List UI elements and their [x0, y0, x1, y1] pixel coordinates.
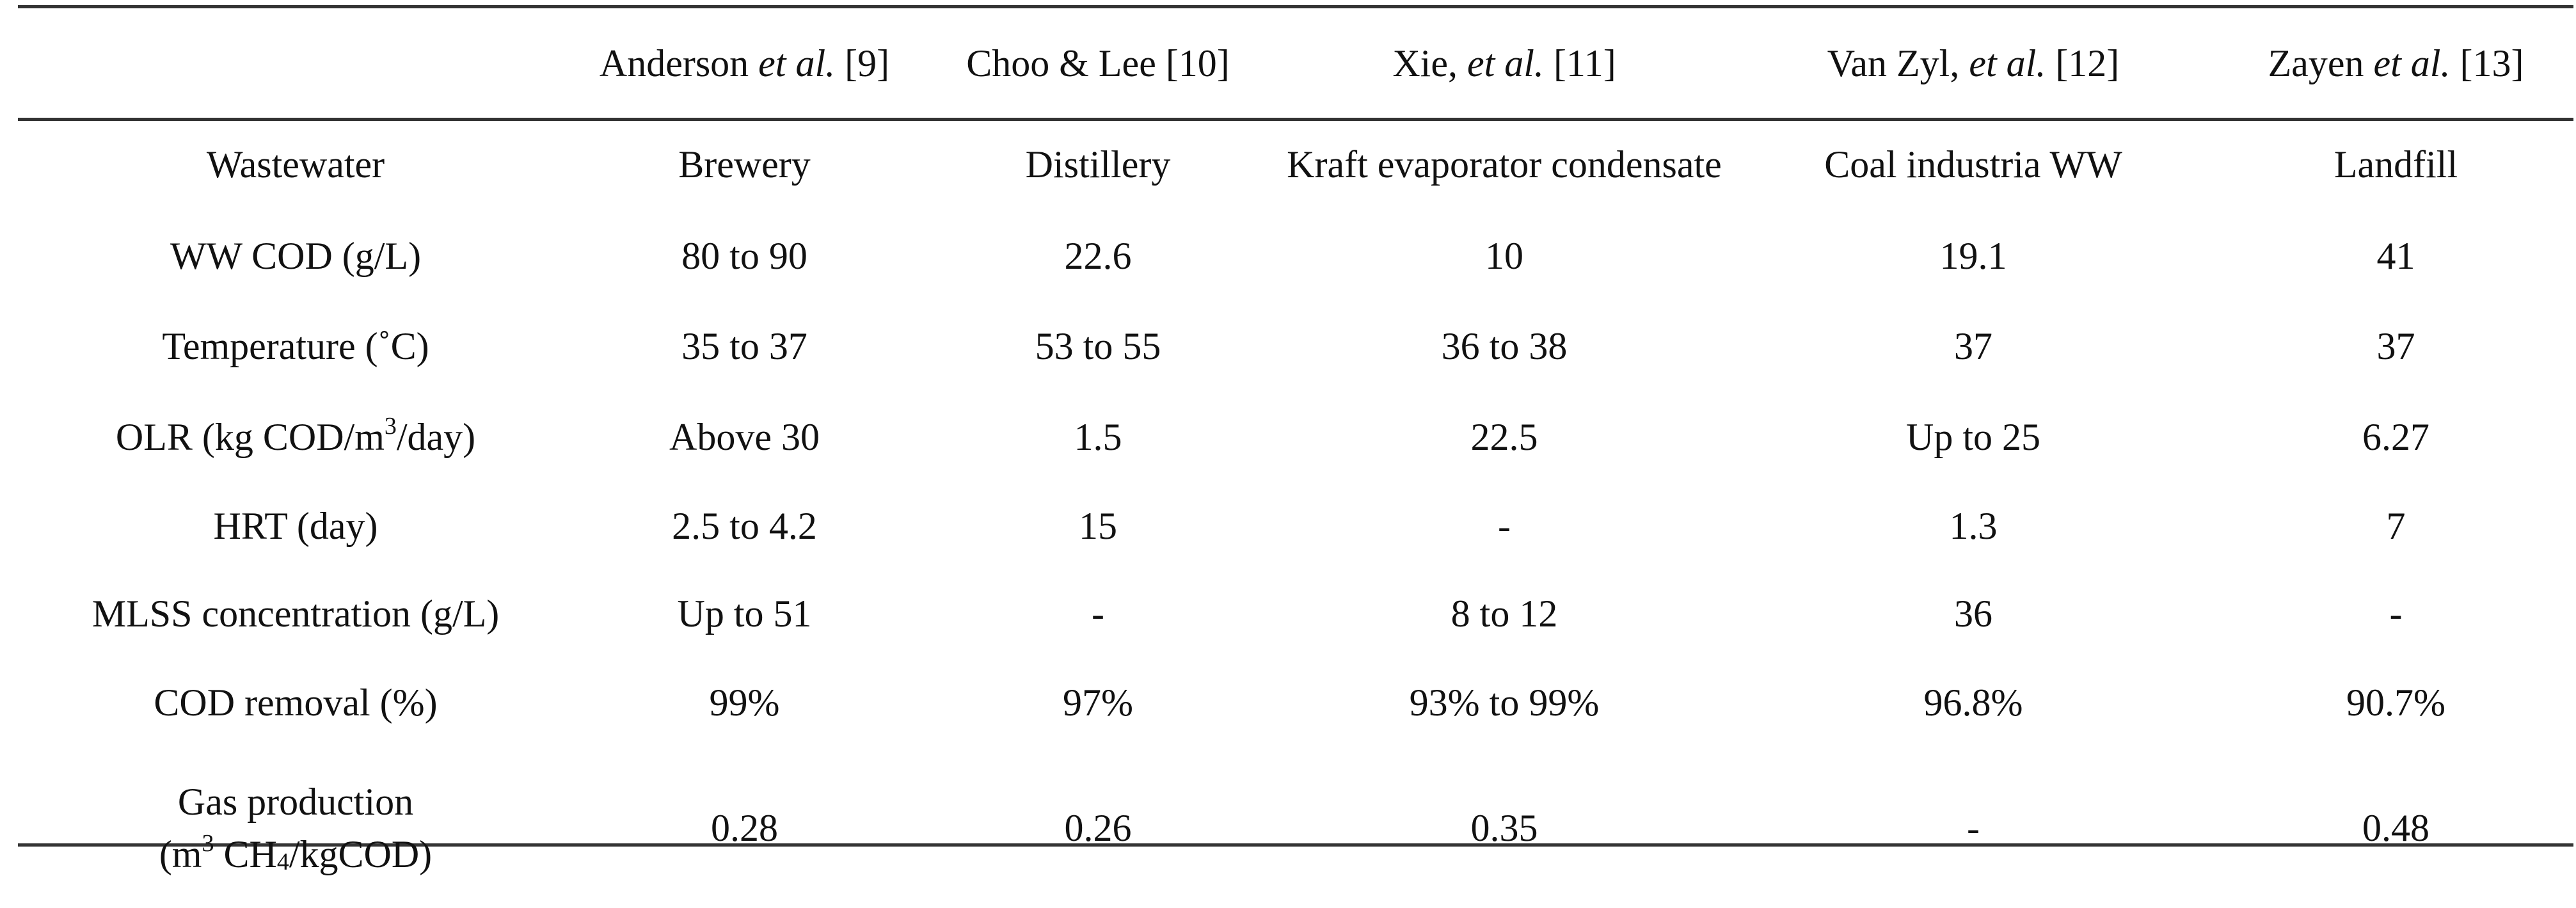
- row-label: COD removal (%): [154, 681, 438, 724]
- header-xie-etal: et al.: [1467, 42, 1544, 84]
- header-xie: Xie, et al. [11]: [1280, 8, 1728, 118]
- table-cell: 2.5 to 4.2: [672, 504, 817, 547]
- gas-label-sub: 4: [276, 848, 289, 875]
- header-xie-author: Xie,: [1392, 42, 1458, 84]
- header-van-zyl: Van Zyl, et al. [12]: [1728, 8, 2218, 118]
- header-zayen-ref: [13]: [2460, 42, 2524, 84]
- table-cell: Above 30: [669, 415, 820, 458]
- table-cell: -: [1498, 504, 1511, 547]
- table-cell: 22.6: [1064, 234, 1132, 277]
- table-cell: 96.8%: [1923, 681, 2023, 724]
- row-label: MLSS concentration (g/L): [91, 592, 500, 635]
- table-cell: 0.26: [1064, 807, 1132, 849]
- header-van-zyl-ref: [12]: [2055, 42, 2120, 84]
- row-label: OLR (kg COD/m3/day): [18, 392, 573, 482]
- table-cell: 10: [1485, 234, 1523, 277]
- table-cell: 41: [2376, 234, 2415, 277]
- table-cell: 35 to 37: [681, 325, 807, 367]
- gas-label-post: /kgCOD): [289, 833, 433, 875]
- table-cell: Up to 25: [1906, 415, 2040, 458]
- table-row-hrt: HRT (day) 2.5 to 4.2 15 - 1.3 7: [18, 482, 2573, 569]
- table-cell: 0.35: [1470, 807, 1538, 849]
- table-row-mlss: MLSS concentration (g/L) Up to 51 - 8 to…: [18, 569, 2573, 657]
- table-cell: Coal industria WW: [1824, 143, 2122, 186]
- table-cell: 37: [2376, 325, 2415, 367]
- table-cell: 22.5: [1470, 415, 1538, 458]
- table-cell: 8 to 12: [1451, 592, 1558, 635]
- row-label: HRT (day): [213, 504, 378, 547]
- header-van-zyl-etal: et al.: [1969, 42, 2046, 84]
- header-anderson: Anderson et al. [9]: [573, 8, 916, 118]
- row-label: WW COD (g/L): [170, 234, 422, 277]
- header-choo-lee: Choo & Lee [10]: [966, 42, 1230, 84]
- gas-label-mid: CH: [214, 833, 277, 875]
- table-cell: 15: [1079, 504, 1117, 547]
- table-cell: Brewery: [678, 143, 811, 186]
- table-row-olr: OLR (kg COD/m3/day) Above 30 1.5 22.5 Up…: [18, 392, 2573, 482]
- header-van-zyl-author: Van Zyl,: [1827, 42, 1960, 84]
- table-bottom-rule: [18, 843, 2573, 847]
- gas-label-sup: 3: [202, 830, 214, 857]
- row-label: Gas production (m3 CH4/kgCOD): [18, 748, 573, 908]
- gas-label-line2: (m3 CH4/kgCOD): [18, 828, 573, 880]
- table-cell: 1.3: [1949, 504, 1998, 547]
- gas-label-open: (m: [159, 833, 202, 875]
- table-cell: 1.5: [1074, 415, 1122, 458]
- header-xie-ref: [11]: [1553, 42, 1616, 84]
- table-cell: 0.28: [711, 807, 778, 849]
- table-row-cod-removal: COD removal (%) 99% 97% 93% to 99% 96.8%…: [18, 657, 2573, 748]
- table-cell: 37: [1954, 325, 1992, 367]
- header-zayen: Zayen et al. [13]: [2218, 8, 2573, 118]
- table-cell: 7: [2386, 504, 2406, 547]
- table-cell: 0.48: [2362, 807, 2429, 849]
- comparison-table: Anderson et al. [9] Choo & Lee [10] Xie,…: [18, 8, 2573, 908]
- header-blank-cell: [18, 8, 573, 118]
- table-cell: -: [1967, 807, 1980, 849]
- table-row-temperature: Temperature (˚C) 35 to 37 53 to 55 36 to…: [18, 301, 2573, 392]
- olr-label-sup: 3: [384, 412, 397, 440]
- table-cell: Distillery: [1025, 143, 1171, 186]
- olr-label-post: /day): [396, 415, 476, 458]
- header-anderson-author: Anderson: [599, 42, 749, 84]
- olr-label-pre: OLR (kg COD/m: [115, 415, 385, 458]
- table-cell: 36: [1954, 592, 1992, 635]
- table-cell: -: [1092, 592, 1104, 635]
- table-cell: 99%: [709, 681, 780, 724]
- table-cell: Landfill: [2334, 143, 2458, 186]
- header-anderson-etal: et al.: [758, 42, 836, 84]
- table-row-wastewater: Wastewater Brewery Distillery Kraft evap…: [18, 118, 2573, 211]
- header-anderson-ref: [9]: [845, 42, 890, 84]
- header-zayen-author: Zayen: [2268, 42, 2364, 84]
- table-cell: -: [2389, 592, 2403, 635]
- table-cell: 6.27: [2362, 415, 2429, 458]
- table-cell: 19.1: [1939, 234, 2007, 277]
- header-row: Anderson et al. [9] Choo & Lee [10] Xie,…: [18, 8, 2573, 118]
- table-cell: 36 to 38: [1441, 325, 1568, 367]
- table-row-gas-production: Gas production (m3 CH4/kgCOD) 0.28 0.26 …: [18, 748, 2573, 908]
- gas-label-line1: Gas production: [177, 781, 414, 823]
- table-cell: 53 to 55: [1035, 325, 1161, 367]
- header-zayen-etal: et al.: [2373, 42, 2451, 84]
- row-label: Temperature (˚C): [162, 325, 429, 367]
- row-label: Wastewater: [206, 143, 385, 186]
- table-cell: 93% to 99%: [1409, 681, 1600, 724]
- comparison-table-container: Anderson et al. [9] Choo & Lee [10] Xie,…: [18, 5, 2573, 875]
- table-cell: Kraft evaporator condensate: [1287, 143, 1722, 186]
- table-row-ww-cod: WW COD (g/L) 80 to 90 22.6 10 19.1 41: [18, 211, 2573, 301]
- table-cell: 97%: [1063, 681, 1133, 724]
- table-cell: Up to 51: [677, 592, 812, 635]
- table-top-rule: [18, 5, 2573, 8]
- table-cell: 80 to 90: [681, 234, 807, 277]
- table-header-rule: [18, 118, 2573, 121]
- table-cell: 90.7%: [2346, 681, 2445, 724]
